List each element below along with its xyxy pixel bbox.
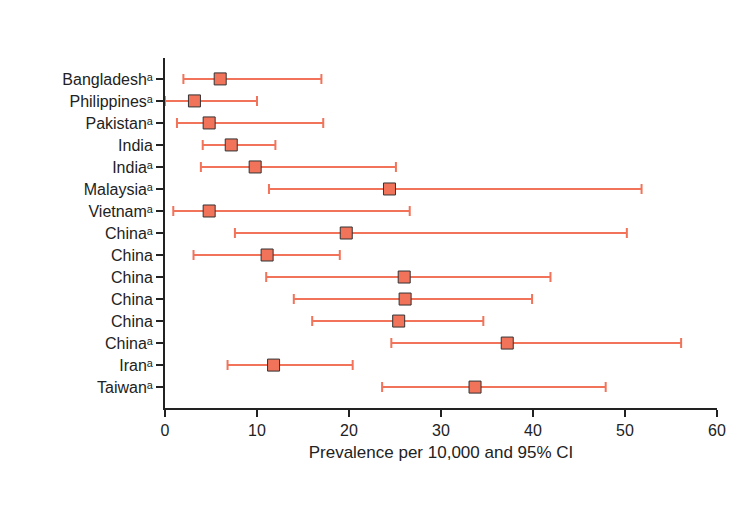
svg-text:China: China [111,313,153,330]
svg-text:30: 30 [432,422,450,439]
svg-text:50: 50 [616,422,634,439]
svg-text:Vietnamᵃ: Vietnamᵃ [88,203,153,220]
svg-text:10: 10 [248,422,266,439]
svg-text:Pakistanᵃ: Pakistanᵃ [85,115,153,132]
svg-text:Philippinesᵃ: Philippinesᵃ [69,93,153,110]
svg-text:Chinaᵃ: Chinaᵃ [105,225,154,242]
svg-text:Malaysiaᵃ: Malaysiaᵃ [84,181,154,198]
svg-text:Iranᵃ: Iranᵃ [119,357,154,374]
svg-text:Indiaᵃ: Indiaᵃ [112,159,154,176]
svg-text:Bangladeshᵃ: Bangladeshᵃ [62,71,154,88]
svg-text:0: 0 [161,422,170,439]
svg-text:China: China [111,269,153,286]
svg-text:20: 20 [340,422,358,439]
svg-text:Taiwanᵃ: Taiwanᵃ [97,379,154,396]
svg-text:Prevalence per 10,000 and 95%: Prevalence per 10,000 and 95% CI [309,443,574,462]
svg-text:40: 40 [524,422,542,439]
svg-text:India: India [118,137,153,154]
svg-text:China: China [111,291,153,308]
svg-text:China: China [111,247,153,264]
svg-text:60: 60 [708,422,726,439]
svg-text:Chinaᵃ: Chinaᵃ [105,335,154,352]
